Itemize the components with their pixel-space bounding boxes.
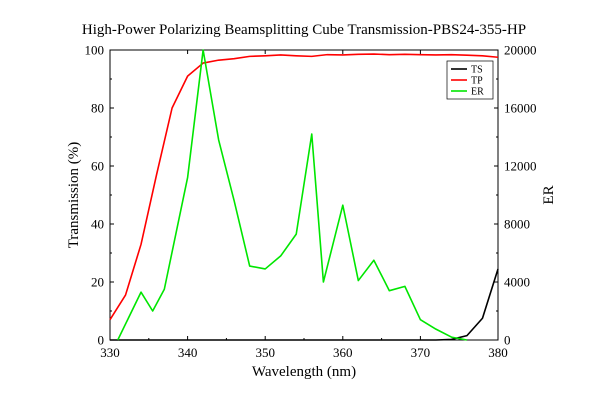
y-tick-label: 40 (91, 217, 104, 232)
legend-label-er: ER (471, 87, 484, 98)
y2-tick-label: 20000 (504, 43, 537, 58)
y-axis-label: Transmission (%) (66, 142, 82, 249)
axis-ticks: 330 340 350 360 370 3800204060801000400080001… (85, 43, 537, 361)
y2-tick-label: 0 (504, 333, 511, 348)
y2-tick-label: 12000 (504, 159, 537, 174)
x-tick-label: 380 (488, 345, 508, 360)
y-tick-label: 100 (85, 43, 105, 58)
series-lines (109, 49, 499, 341)
y2-tick-label: 4000 (504, 275, 530, 290)
x-axis-label: Wavelength (nm) (252, 364, 356, 380)
series-line-tp (109, 53, 499, 321)
y2-tick-label: 16000 (504, 101, 537, 116)
x-tick-label: 370 (411, 345, 431, 360)
x-tick-label: 360 (333, 345, 353, 360)
x-tick-label: 350 (255, 345, 275, 360)
x-tick-label: 330 (100, 345, 120, 360)
y-tick-label: 60 (91, 159, 104, 174)
x-tick-label: 340 (178, 345, 198, 360)
legend-label-ts: TS (471, 65, 483, 76)
y-tick-label: 80 (91, 101, 104, 116)
chart-title: High-Power Polarizing Beamsplitting Cube… (82, 22, 526, 38)
y-tick-label: 20 (91, 275, 104, 290)
legend-label-tp: TP (471, 76, 483, 87)
plot-area (109, 49, 499, 341)
y2-tick-label: 8000 (504, 217, 530, 232)
series-line-er (117, 49, 468, 341)
series-line-ts (110, 268, 499, 341)
y2-axis-label: ER (541, 185, 557, 204)
y-tick-label: 0 (98, 333, 105, 348)
